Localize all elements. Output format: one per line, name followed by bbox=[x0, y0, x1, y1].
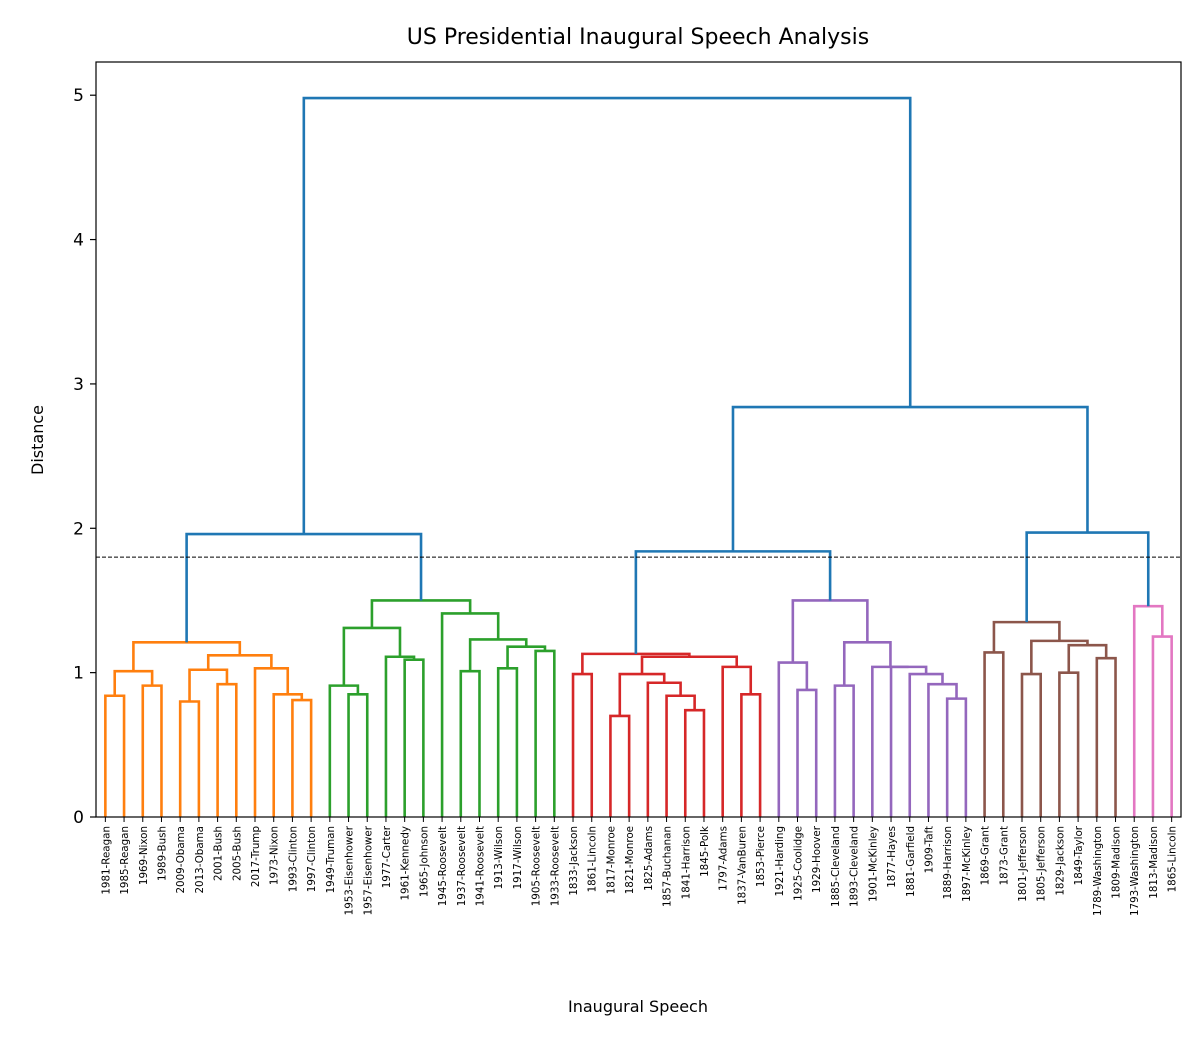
leaf-label: 1797-Adams bbox=[718, 826, 730, 891]
dendrogram-link bbox=[791, 599, 869, 663]
leaf-label: 1801-Jefferson bbox=[1017, 826, 1029, 902]
dendrogram-link bbox=[796, 688, 818, 817]
dendrogram-link bbox=[646, 681, 682, 817]
x-axis: 1981-Reagan 1985-Reagan 1969-Nixon 1989-Bus… bbox=[100, 817, 1179, 916]
leaf-label: 1929-Hoover bbox=[811, 825, 823, 893]
leaf-label: 1845-Polk bbox=[699, 826, 711, 877]
leaf-label: 1945-Roosevelt bbox=[437, 826, 449, 906]
dendrogram-link bbox=[1095, 656, 1117, 817]
dendrogram-link bbox=[581, 652, 691, 675]
leaf-label: 1817-Monroe bbox=[605, 826, 617, 894]
leaf-label: 1889-Harrison bbox=[942, 826, 954, 899]
leaf-label: 1873-Grant bbox=[998, 826, 1010, 885]
dendrogram-link bbox=[1151, 635, 1173, 817]
leaf-label: 1793-Washington bbox=[1129, 826, 1141, 916]
leaf-label: 1829-Jackson bbox=[1054, 826, 1066, 896]
leaf-label: 1825-Adams bbox=[643, 826, 655, 891]
leaf-label: 1869-Grant bbox=[980, 826, 992, 885]
leaf-label: 2013-Obama bbox=[194, 826, 206, 894]
leaf-label: 1989-Bush bbox=[156, 826, 168, 881]
dendrogram-link bbox=[992, 620, 1061, 653]
leaf-label: 1993-Clinton bbox=[287, 826, 299, 892]
dendrogram-link bbox=[496, 667, 519, 817]
leaf-label: 2017-Trump bbox=[250, 826, 262, 887]
leaf-label: 1881-Garfield bbox=[905, 826, 917, 897]
plot-frame bbox=[95, 61, 1182, 818]
leaf-label: 1805-Jefferson bbox=[1036, 826, 1048, 902]
leaf-label: 1885-Cleveland bbox=[830, 826, 842, 907]
leaf-label: 1965-Johnson bbox=[418, 826, 430, 897]
leaf-label: 1933-Roosevelt bbox=[549, 826, 561, 906]
leaf-label: 1837-VanBuren bbox=[736, 826, 748, 905]
dendrogram-link bbox=[1025, 531, 1150, 623]
leaf-label: 1925-Coolidge bbox=[793, 826, 805, 901]
leaf-label: 1861-Lincoln bbox=[587, 826, 599, 892]
leaf-label: 1985-Reagan bbox=[119, 826, 131, 895]
leaf-label: 1853-Pierce bbox=[755, 826, 767, 887]
leaf-label: 1813-Madison bbox=[1148, 826, 1160, 899]
leaf-label: 1841-Harrison bbox=[680, 826, 692, 899]
leaf-label: 1949-Truman bbox=[325, 826, 337, 893]
dendrogram-link bbox=[534, 649, 556, 817]
y-tick-label: 2 bbox=[73, 519, 84, 539]
leaf-label: 1789-Washington bbox=[1092, 826, 1104, 916]
y-axis: 0 1 2 3 4 5 bbox=[73, 86, 96, 828]
y-tick-label: 4 bbox=[73, 231, 84, 251]
dendrogram-link bbox=[1058, 671, 1080, 817]
leaf-label: 1849-Taylor bbox=[1073, 825, 1085, 885]
dendrogram-link bbox=[291, 698, 313, 817]
leaf-label: 1941-Roosevelt bbox=[474, 826, 486, 906]
leaf-label: 1921-Harding bbox=[774, 826, 786, 896]
leaf-label: 2001-Bush bbox=[213, 826, 225, 881]
leaf-label: 1937-Roosevelt bbox=[456, 826, 468, 906]
leaf-label: 1865-Lincoln bbox=[1167, 826, 1179, 892]
leaf-label: 1969-Nixon bbox=[138, 826, 150, 885]
dendrogram-link bbox=[889, 665, 928, 817]
leaf-label: 1901-McKinley bbox=[867, 826, 879, 902]
dendrogram-link bbox=[141, 684, 163, 817]
dendrogram-link bbox=[506, 645, 547, 669]
leaf-label: 2009-Obama bbox=[175, 826, 187, 894]
leaf-label: 1821-Monroe bbox=[624, 826, 636, 894]
dendrogram-links bbox=[104, 96, 1173, 817]
leaf-label: 1893-Cleveland bbox=[849, 826, 861, 907]
leaf-label: 1833-Jackson bbox=[568, 826, 580, 896]
leaf-label: 1997-Clinton bbox=[306, 826, 318, 892]
dendrogram-link bbox=[370, 599, 472, 628]
leaf-label: 1961-Kennedy bbox=[400, 826, 412, 901]
x-axis-label: Inaugural Speech bbox=[568, 997, 708, 1016]
dendrogram-link bbox=[253, 667, 290, 817]
y-tick-label: 5 bbox=[73, 86, 84, 106]
leaf-label: 1909-Taft bbox=[923, 826, 935, 873]
dendrogram-link bbox=[459, 669, 481, 817]
leaf-label: 1857-Buchanan bbox=[662, 826, 674, 907]
dendrogram-link bbox=[871, 665, 909, 817]
y-axis-label: Distance bbox=[28, 405, 47, 475]
leaf-label: 1897-McKinley bbox=[961, 826, 973, 902]
chart-title: US Presidential Inaugural Speech Analysi… bbox=[407, 25, 869, 50]
leaf-label: 1977-Carter bbox=[381, 825, 393, 888]
dendrogram-link bbox=[113, 669, 154, 696]
leaf-label: 1973-Nixon bbox=[269, 826, 281, 885]
leaf-label: 1877-Hayes bbox=[886, 826, 898, 888]
leaf-label: 1809-Madison bbox=[1111, 826, 1123, 899]
dendrogram-link bbox=[302, 96, 912, 535]
dendrogram-link bbox=[833, 684, 855, 817]
leaf-label: 1905-Roosevelt bbox=[531, 826, 543, 906]
y-tick-label: 0 bbox=[73, 808, 84, 828]
leaf-label: 1917-Wilson bbox=[512, 826, 524, 889]
leaf-label: 1981-Reagan bbox=[100, 826, 112, 895]
leaf-label: 1957-Eisenhower bbox=[362, 825, 374, 915]
dendrogram-link bbox=[634, 550, 832, 654]
leaf-label: 1953-Eisenhower bbox=[344, 825, 356, 915]
dendrogram-link bbox=[328, 684, 360, 817]
y-tick-label: 3 bbox=[73, 375, 84, 395]
y-tick-label: 1 bbox=[73, 664, 84, 684]
leaf-label: 1913-Wilson bbox=[493, 826, 505, 889]
leaf-label: 2005-Bush bbox=[231, 826, 243, 881]
dendrogram-link bbox=[468, 638, 528, 672]
